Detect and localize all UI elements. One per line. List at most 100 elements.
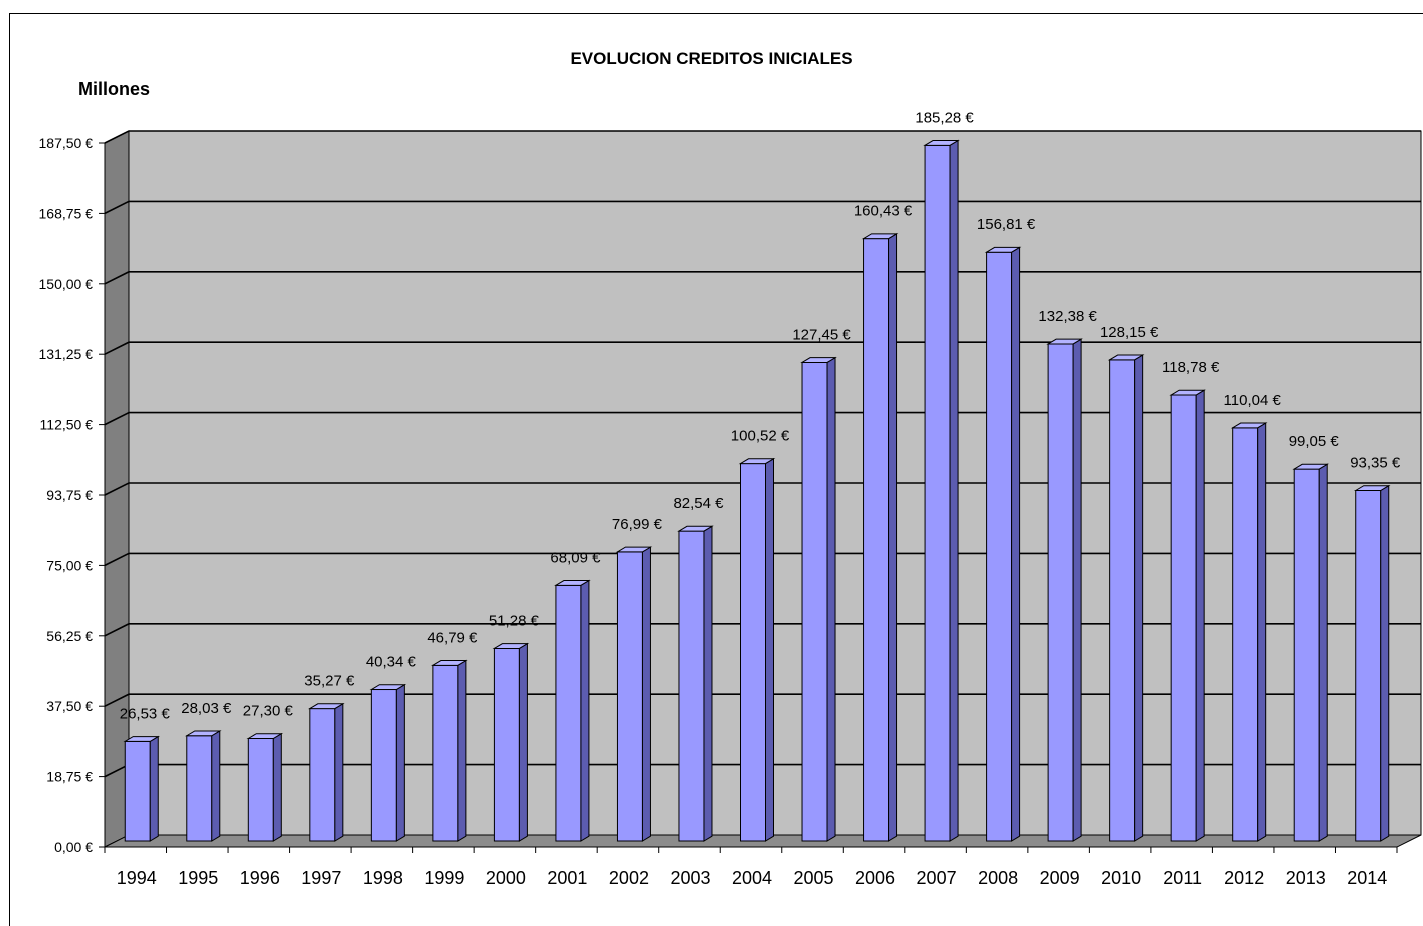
bar [1292, 463, 1330, 842]
bar-side [1257, 422, 1267, 842]
bar-top [738, 458, 776, 465]
bar-front [1047, 343, 1074, 842]
data-label: 185,28 € [915, 109, 974, 126]
bar-top [308, 703, 345, 710]
bar-front [247, 737, 274, 842]
bar-front [186, 735, 213, 842]
bar-side [1380, 484, 1390, 842]
bar-top [1353, 485, 1391, 492]
bar-side [765, 457, 774, 842]
y-tick-label: 0,00 € [54, 839, 93, 855]
bars [123, 139, 1391, 842]
bar-side [826, 356, 836, 842]
data-label: 100,52 € [731, 428, 790, 445]
data-label: 82,54 € [673, 495, 724, 512]
bar [246, 732, 284, 842]
data-label: 132,38 € [1038, 308, 1097, 325]
bar-top [431, 660, 468, 666]
bar [800, 356, 837, 842]
x-tick-label: 2000 [486, 868, 526, 888]
bar-front [1170, 394, 1197, 842]
bar-front [924, 144, 951, 842]
x-tick-label: 1998 [363, 868, 403, 888]
bar-top [677, 525, 714, 532]
y-tick-label: 131,25 € [39, 346, 94, 362]
bar [184, 730, 222, 842]
bar [123, 735, 161, 842]
bar-top [492, 643, 530, 649]
bar-front [309, 708, 336, 842]
bar-front [740, 463, 766, 842]
bar-top [615, 546, 653, 553]
data-label: 156,81 € [977, 216, 1036, 233]
x-tick-label: 2013 [1286, 868, 1326, 888]
bar-front [986, 251, 1013, 842]
bar-top [1046, 338, 1083, 345]
x-tick-label: 1995 [178, 868, 218, 888]
bar-front [1293, 468, 1320, 842]
bar-top [1169, 389, 1206, 396]
bar-front [678, 530, 705, 842]
bar-side [949, 139, 959, 842]
bar-side [641, 546, 651, 842]
bar-side [888, 232, 898, 842]
y-tick-label: 168,75 € [39, 205, 94, 221]
labels: 26,53 € 28,03 € 27,30 € 35,27 € 40,34 € 46,79… [120, 109, 1401, 722]
bar [554, 579, 591, 842]
bar-side [1011, 246, 1021, 842]
data-label: 68,09 € [550, 549, 601, 566]
bar [1107, 354, 1145, 842]
x-tick-label: 2011 [1163, 868, 1202, 888]
gridline [104, 130, 1421, 144]
bar-side [272, 732, 282, 842]
data-label: 160,43 € [854, 203, 913, 220]
y-tick-label: 187,50 € [39, 135, 94, 151]
data-label: 27,30 € [243, 702, 294, 719]
bar [1169, 389, 1206, 842]
bar-side [457, 659, 467, 842]
bar [492, 642, 530, 842]
bar-front [370, 689, 397, 842]
bar-front [1232, 427, 1259, 842]
bar-front [616, 551, 643, 842]
data-label: 51,28 € [489, 612, 540, 629]
y-tick-label: 37,50 € [46, 698, 93, 714]
bar-front [493, 647, 520, 842]
bar [1230, 422, 1268, 842]
bar [923, 139, 960, 842]
bar-front [1109, 359, 1136, 842]
y-tick-label: 93,75 € [46, 487, 93, 503]
bar-top [184, 730, 222, 737]
data-label: 28,03 € [181, 700, 232, 717]
bar-top [369, 684, 407, 691]
y-tick-label: 18,75 € [46, 769, 93, 785]
data-label: 128,15 € [1100, 324, 1159, 341]
bar-top [123, 736, 161, 742]
bar-side [1318, 463, 1328, 842]
x-tick-label: 2014 [1347, 868, 1387, 888]
data-label: 76,99 € [612, 516, 663, 533]
x-tick-label: 2005 [794, 868, 834, 888]
bar [308, 702, 345, 842]
axes: 0,00 € 18,75 € 37,50 € 56,25 € 75,00 € 93,75 … [39, 135, 1398, 888]
bar [861, 232, 899, 842]
bar-side [334, 702, 344, 842]
data-label: 35,27 € [304, 673, 355, 690]
x-tick-label: 1996 [240, 868, 280, 888]
data-label: 127,45 € [792, 326, 851, 343]
bar-side [518, 642, 528, 842]
bar [984, 246, 1022, 842]
bar [1046, 338, 1083, 842]
bar [1353, 484, 1391, 842]
bar-side [1195, 389, 1205, 842]
bar-side [149, 735, 159, 842]
x-tick-label: 2008 [978, 868, 1018, 888]
y-tick-label: 112,50 € [40, 417, 94, 433]
bar-top [923, 140, 960, 146]
y-tick-label: 75,00 € [46, 557, 93, 573]
x-tick-label: 1994 [117, 868, 157, 888]
x-tick-label: 1999 [424, 868, 464, 888]
bar-side [1134, 354, 1144, 842]
x-tick-label: 2001 [547, 868, 587, 888]
bar [615, 546, 653, 842]
